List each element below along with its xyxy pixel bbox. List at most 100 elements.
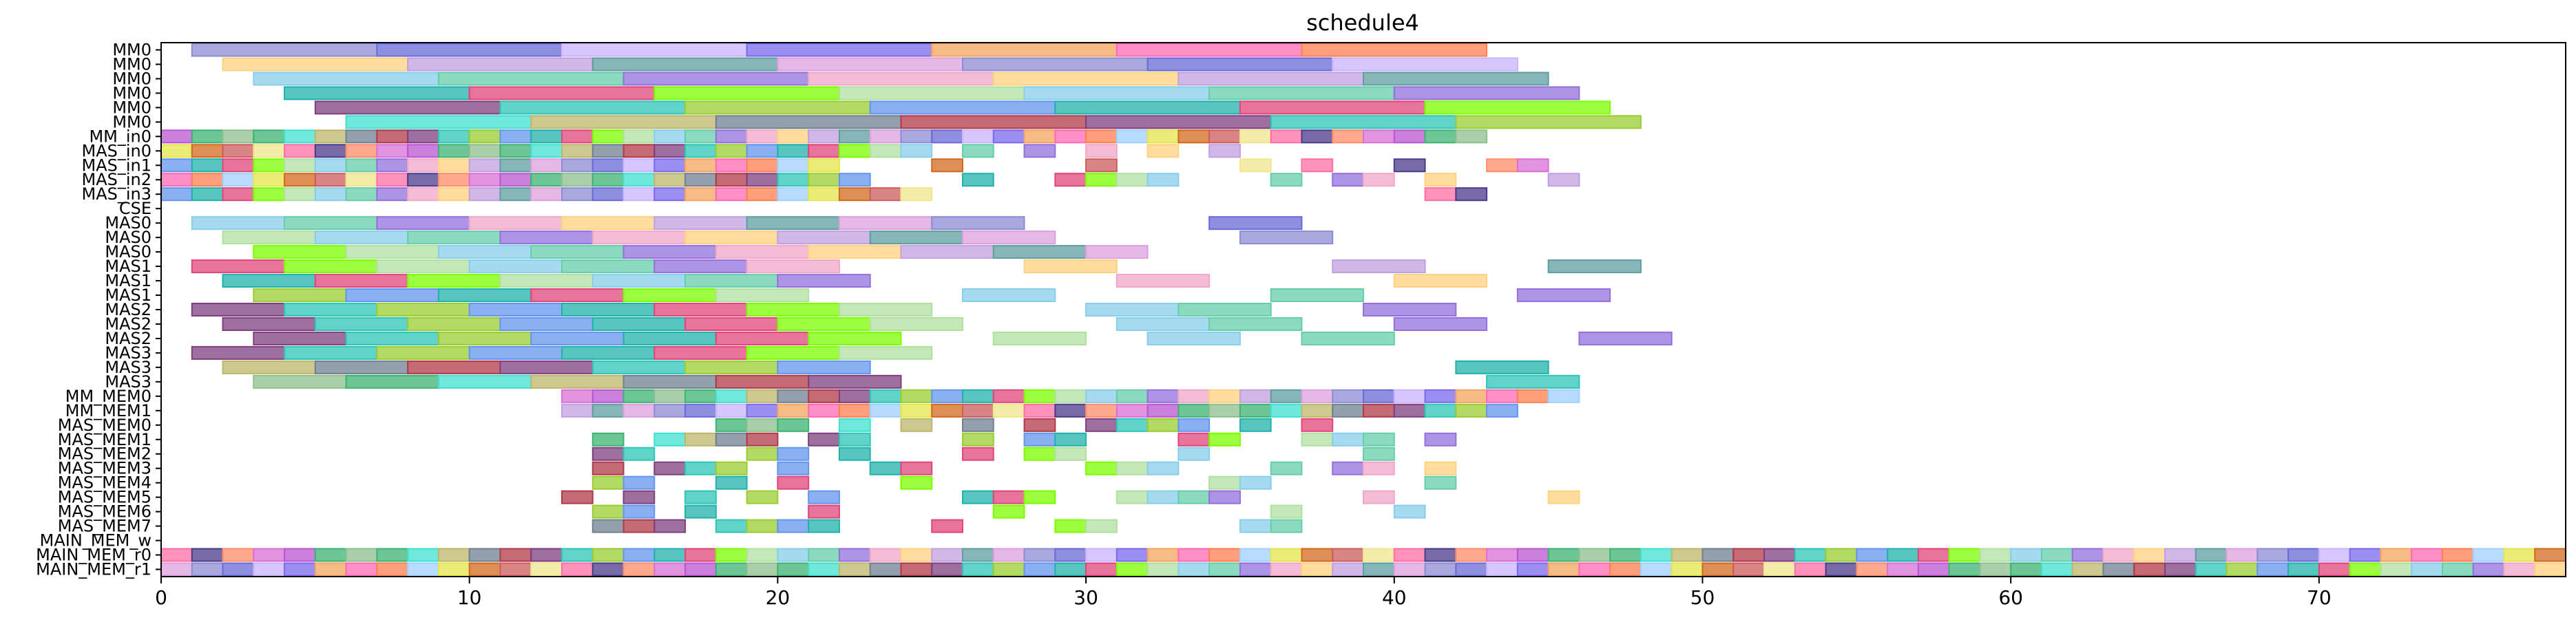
gantt-bar <box>1085 129 1118 144</box>
gantt-bar <box>684 562 717 577</box>
gantt-bar <box>1424 129 1457 144</box>
gantt-bar <box>2071 562 2104 577</box>
gantt-bar <box>2287 548 2320 562</box>
gantt-bar <box>1116 43 1303 57</box>
gantt-bar <box>1455 129 1488 144</box>
gantt-bar <box>561 389 594 403</box>
gantt-bar <box>1455 187 1488 202</box>
row-label: MAIN_MEM_w <box>40 531 151 550</box>
gantt-bar <box>499 360 594 374</box>
gantt-bar <box>838 432 871 447</box>
row-label: MM_MEM0 <box>65 387 151 406</box>
gantt-bar <box>407 173 439 187</box>
gantt-bar <box>468 562 501 577</box>
gantt-bar <box>1701 548 1735 562</box>
gantt-bar <box>1208 403 1241 418</box>
gantt-bar <box>1085 418 1118 432</box>
gantt-bar <box>222 173 255 187</box>
gantt-bar <box>437 288 532 303</box>
gantt-bar <box>1085 519 1118 533</box>
gantt-bar <box>1301 389 1334 403</box>
gantt-bar <box>622 504 656 519</box>
gantt-bar <box>1208 475 1241 490</box>
gantt-bar <box>622 331 717 345</box>
gantt-bar <box>1177 548 1211 562</box>
gantt-bar <box>468 129 501 144</box>
gantt-bar <box>1856 562 1889 577</box>
gantt-bar <box>1363 72 1549 86</box>
gantt-bar <box>1146 57 1334 72</box>
gantt-bar <box>746 548 779 562</box>
gantt-bar <box>931 158 963 173</box>
gantt-bar <box>838 447 871 461</box>
gantt-bar <box>1363 403 1395 418</box>
gantt-bar <box>1332 173 1364 187</box>
gantt-bar <box>622 447 656 461</box>
gantt-bar <box>869 317 963 331</box>
gantt-bar <box>684 461 717 475</box>
gantt-bar <box>900 389 933 403</box>
gantt-bar <box>1023 403 1056 418</box>
gantt-bar <box>1332 403 1364 418</box>
gantt-bar <box>1208 389 1241 403</box>
gantt-bar <box>746 562 779 577</box>
gantt-bar <box>561 173 594 187</box>
gantt-bar <box>591 317 687 331</box>
plot-frame <box>160 42 2566 577</box>
gantt-bar <box>1547 389 1580 403</box>
gantt-bar <box>407 562 439 577</box>
gantt-bar <box>715 288 810 303</box>
gantt-bar <box>838 345 933 360</box>
gantt-bar <box>2441 548 2474 562</box>
gantt-bar <box>2472 548 2505 562</box>
gantt-bar <box>1301 158 1334 173</box>
gantt-bar <box>1332 129 1364 144</box>
gantt-bar <box>1301 562 1334 577</box>
gantt-bar <box>653 432 687 447</box>
gantt-bar <box>437 562 470 577</box>
gantt-bar <box>407 129 439 144</box>
gantt-bar <box>2380 562 2413 577</box>
gantt-bar <box>838 418 871 432</box>
gantt-bar <box>1609 548 1642 562</box>
gantt-bar <box>1424 432 1457 447</box>
gantt-bar <box>376 158 409 173</box>
gantt-bar <box>622 288 717 303</box>
gantt-bar <box>376 345 470 360</box>
gantt-bar <box>499 173 532 187</box>
gantt-bar <box>468 173 501 187</box>
gantt-bar <box>591 475 625 490</box>
gantt-bar <box>1516 548 1549 562</box>
gantt-bar <box>684 403 717 418</box>
gantt-bar <box>1085 144 1118 158</box>
gantt-bar <box>1085 158 1118 173</box>
gantt-bar <box>1146 461 1180 475</box>
gantt-bar <box>253 548 286 562</box>
gantt-bar <box>900 418 933 432</box>
gantt-bar <box>808 432 840 447</box>
gantt-bar <box>838 216 933 230</box>
gantt-bar <box>530 548 563 562</box>
gantt-bar <box>407 158 439 173</box>
gantt-bar <box>869 100 1056 115</box>
gantt-bar <box>314 100 501 115</box>
gantt-bar <box>746 345 840 360</box>
gantt-bar <box>1054 129 1087 144</box>
gantt-bar <box>684 490 717 504</box>
gantt-bar <box>962 403 994 418</box>
gantt-bar <box>1363 562 1395 577</box>
gantt-bar <box>1054 519 1087 533</box>
gantt-bar <box>1301 331 1395 345</box>
gantt-bar <box>992 548 1025 562</box>
gantt-bar <box>1270 389 1303 403</box>
gantt-bar <box>1424 548 1457 562</box>
gantt-bar <box>653 173 687 187</box>
gantt-bar <box>1301 129 1334 144</box>
gantt-bar <box>653 519 687 533</box>
gantt-bar <box>253 72 439 86</box>
gantt-bar <box>2102 562 2135 577</box>
gantt-bar <box>1825 562 1858 577</box>
gantt-bar <box>345 331 439 345</box>
gantt-bar <box>1578 562 1611 577</box>
gantt-bar <box>1116 403 1149 418</box>
